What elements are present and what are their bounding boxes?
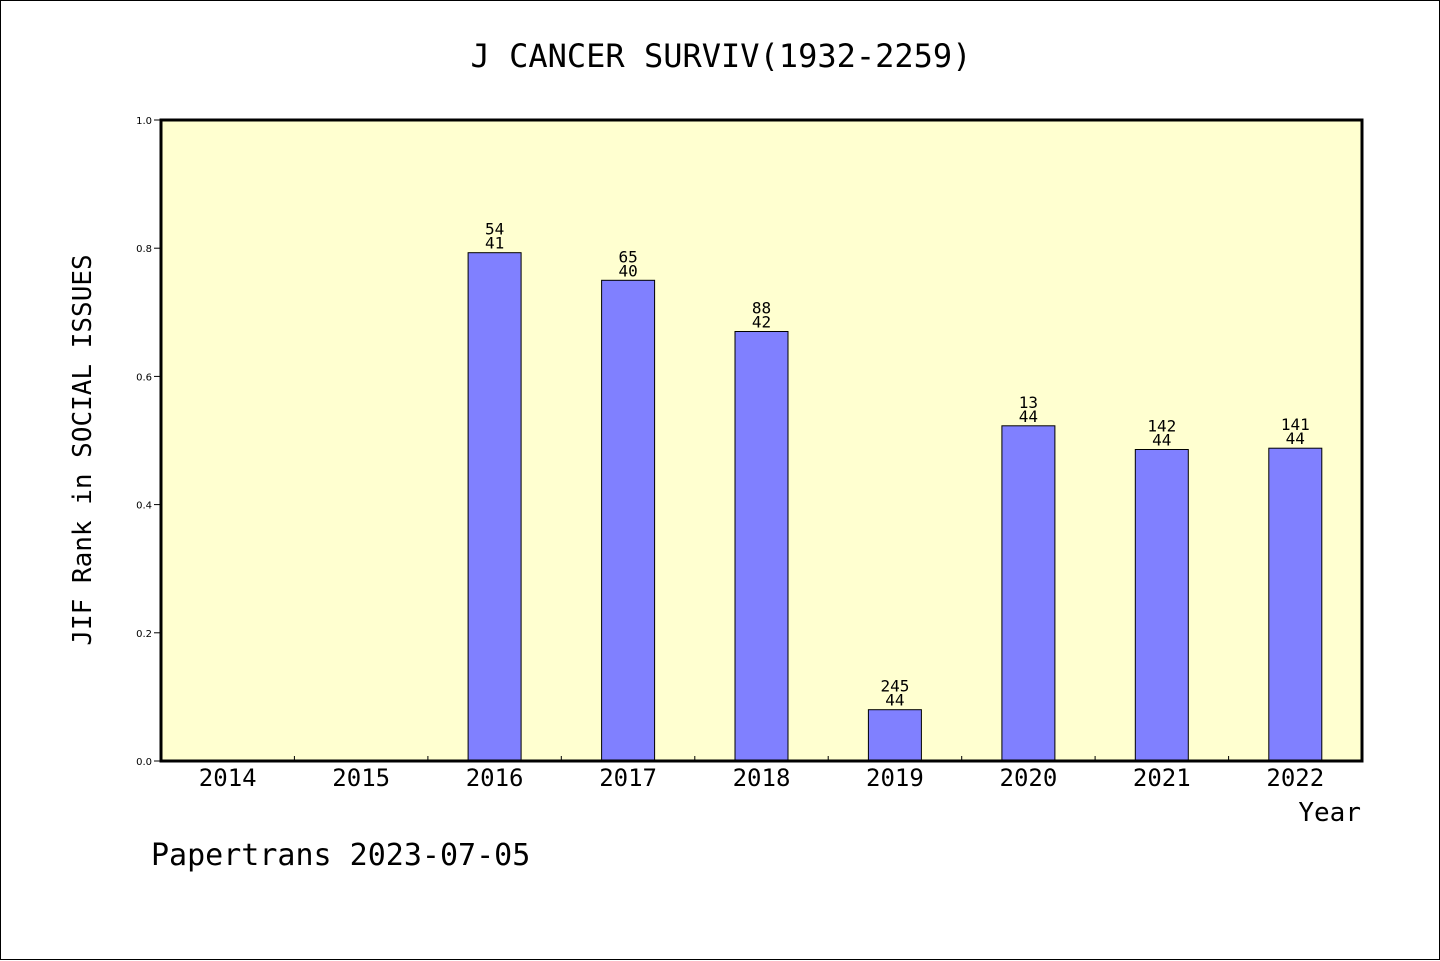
y-tick-label-1.0: 1.0 xyxy=(136,116,152,127)
x-tick-label-2020: 2020 xyxy=(1000,764,1058,792)
bar-label-top-2021: 142 xyxy=(1147,417,1176,436)
x-tick-label-2021: 2021 xyxy=(1133,764,1191,792)
bar-2022 xyxy=(1268,447,1323,762)
footer-credit: Papertrans 2023-07-05 xyxy=(151,838,530,873)
bars-layer xyxy=(467,252,1323,762)
bar-label-top-2022: 141 xyxy=(1281,415,1310,434)
bar-label-bottom-2017: 40 xyxy=(618,261,637,280)
bar-2017 xyxy=(601,279,656,762)
y-axis-title: JIF Rank in SOCIAL ISSUES xyxy=(68,254,98,645)
y-tick-label-0.6: 0.6 xyxy=(136,372,152,383)
plot-border xyxy=(159,118,1364,763)
bar-label-bottom-2018: 42 xyxy=(752,313,771,332)
bar-label-top-2019: 245 xyxy=(880,677,909,696)
bar-label-top-2018: 88 xyxy=(752,299,771,318)
bar-label-bottom-2022: 44 xyxy=(1286,429,1305,448)
bar-label-top-2017: 65 xyxy=(618,247,637,266)
x-tick-label-2019: 2019 xyxy=(866,764,924,792)
y-axis: 0.0 0.2 0.4 0.6 0.8 1.0 xyxy=(136,116,161,768)
bar-2021 xyxy=(1134,449,1189,762)
y-tick-label-0.8: 0.8 xyxy=(136,244,152,255)
x-tick-label-2022: 2022 xyxy=(1266,764,1324,792)
bar-label-bottom-2019: 44 xyxy=(885,691,904,710)
bar-2016 xyxy=(467,252,522,762)
bar-label-bottom-2021: 44 xyxy=(1152,431,1171,450)
y-tick-label-0.4: 0.4 xyxy=(136,501,152,512)
bar-2019 xyxy=(867,709,922,762)
x-axis: 2014 2015 2016 2017 2018 2019 2020 2021 2022 xyxy=(199,756,1324,792)
y-tick-label-0.0: 0.0 xyxy=(136,757,152,768)
x-axis-title: Year xyxy=(1298,798,1361,828)
x-tick-label-2015: 2015 xyxy=(332,764,390,792)
bar-2018 xyxy=(734,331,789,762)
bar-label-top-2020: 13 xyxy=(1019,393,1038,412)
x-tick-label-2014: 2014 xyxy=(199,764,257,792)
bar-2020 xyxy=(1001,425,1056,762)
bar-label-bottom-2020: 44 xyxy=(1019,407,1038,426)
y-tick-label-0.2: 0.2 xyxy=(136,629,152,640)
bar-label-top-2016: 54 xyxy=(485,220,504,239)
chart-title: J CANCER SURVIV(1932-2259) xyxy=(471,37,972,75)
x-tick-label-2017: 2017 xyxy=(599,764,657,792)
bar-label-bottom-2016: 41 xyxy=(485,234,504,253)
x-tick-label-2018: 2018 xyxy=(733,764,791,792)
x-tick-label-2016: 2016 xyxy=(466,764,524,792)
